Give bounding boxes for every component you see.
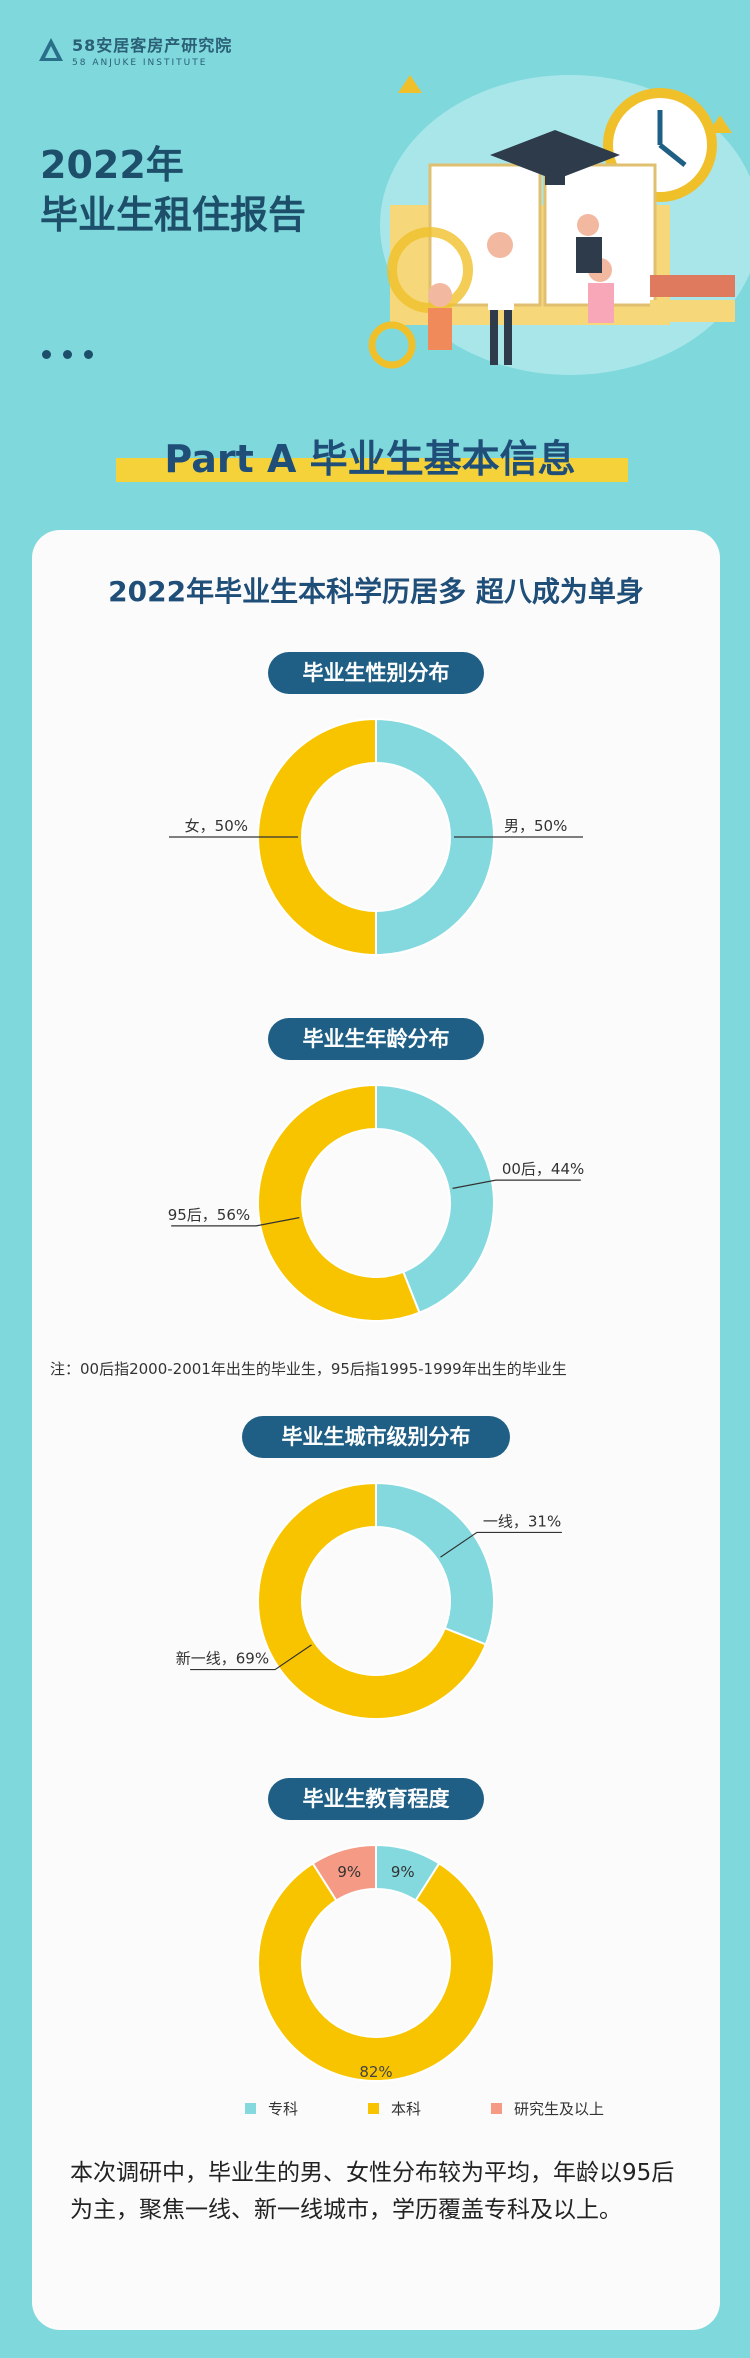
hero-title-line2: 毕业生租住报告 (40, 193, 307, 237)
card-title: 2022年毕业生本科学历居多 超八成为单身 (108, 575, 644, 608)
pill-gender: 毕业生性别分布 (268, 652, 484, 694)
slice-label-男: 男，50% (504, 817, 567, 835)
slice-label-女: 女，50% (185, 817, 248, 835)
pill-education: 毕业生教育程度 (268, 1778, 484, 1820)
summary-text: 本次调研中，毕业生的男、女性分布较为平均，年龄以95后为主，聚焦一线、新一线城市… (70, 2160, 675, 2223)
chart-city: 一线，31% 新一线，69% (176, 1481, 562, 1720)
brand-name-en: 58 ANJUKE INSTITUTE (72, 58, 208, 68)
slice-label-本科: 82% (359, 2063, 392, 2081)
slice-label-研究生及以上: 9% (337, 1863, 361, 1881)
slice-label-一线: 一线，31% (483, 1512, 561, 1530)
legend-item-benke: 本科 (368, 2098, 421, 2119)
brand-logo: 58安居客房产研究院 58 ANJUKE INSTITUTE (38, 32, 232, 68)
leader-line-新一线 (190, 1644, 312, 1671)
part-a-banner: Part A 毕业生基本信息 (110, 430, 630, 488)
dots-decoration (42, 350, 93, 359)
slice-label-95后: 95后，56% (168, 1206, 250, 1224)
slice-一线 (375, 1481, 495, 1646)
slice-本科 (257, 1861, 495, 2082)
leader-line-00后 (452, 1179, 581, 1189)
slice-女 (257, 717, 377, 957)
leader-line-一线 (440, 1531, 562, 1558)
slice-男 (375, 717, 495, 957)
pill-city: 毕业生城市级别分布 (242, 1416, 510, 1458)
part-a-title: Part A 毕业生基本信息 (164, 437, 576, 481)
slice-00后 (375, 1083, 496, 1315)
hero-title: 2022年 毕业生租住报告 (40, 140, 306, 240)
brand-name: 58安居客房产研究院 (72, 36, 233, 55)
content-card: 2022年毕业生本科学历居多 超八成为单身 毕业生性别分布 男，50% 女，50%… (32, 530, 720, 2330)
chart-education: 9% 82% 9% (257, 1843, 495, 2082)
slice-新一线 (257, 1481, 488, 1720)
leader-line-95后 (171, 1217, 300, 1227)
age-note: 注：00后指2000-2001年出生的毕业生，95后指1995-1999年出生的… (50, 1360, 567, 1378)
legend-item-zhuanke: 专科 (245, 2098, 298, 2119)
slice-label-专科: 9% (391, 1863, 415, 1881)
legend-item-graduate: 研究生及以上 (491, 2098, 604, 2119)
education-legend: 专科 本科 研究生及以上 (245, 2098, 604, 2119)
triangle-logo-icon (39, 38, 63, 61)
hero-title-line1: 2022年 (40, 143, 184, 187)
slice-研究生及以上 (311, 1843, 377, 1902)
chart-gender: 男，50% 女，50% (169, 717, 583, 957)
slice-label-00后: 00后，44% (502, 1160, 584, 1178)
slice-label-新一线: 新一线，69% (176, 1650, 269, 1668)
hero-illustration (368, 75, 750, 375)
slice-95后 (257, 1083, 421, 1322)
pill-age: 毕业生年龄分布 (268, 1018, 484, 1060)
chart-age: 00后，44% 95后，56% (168, 1083, 584, 1322)
